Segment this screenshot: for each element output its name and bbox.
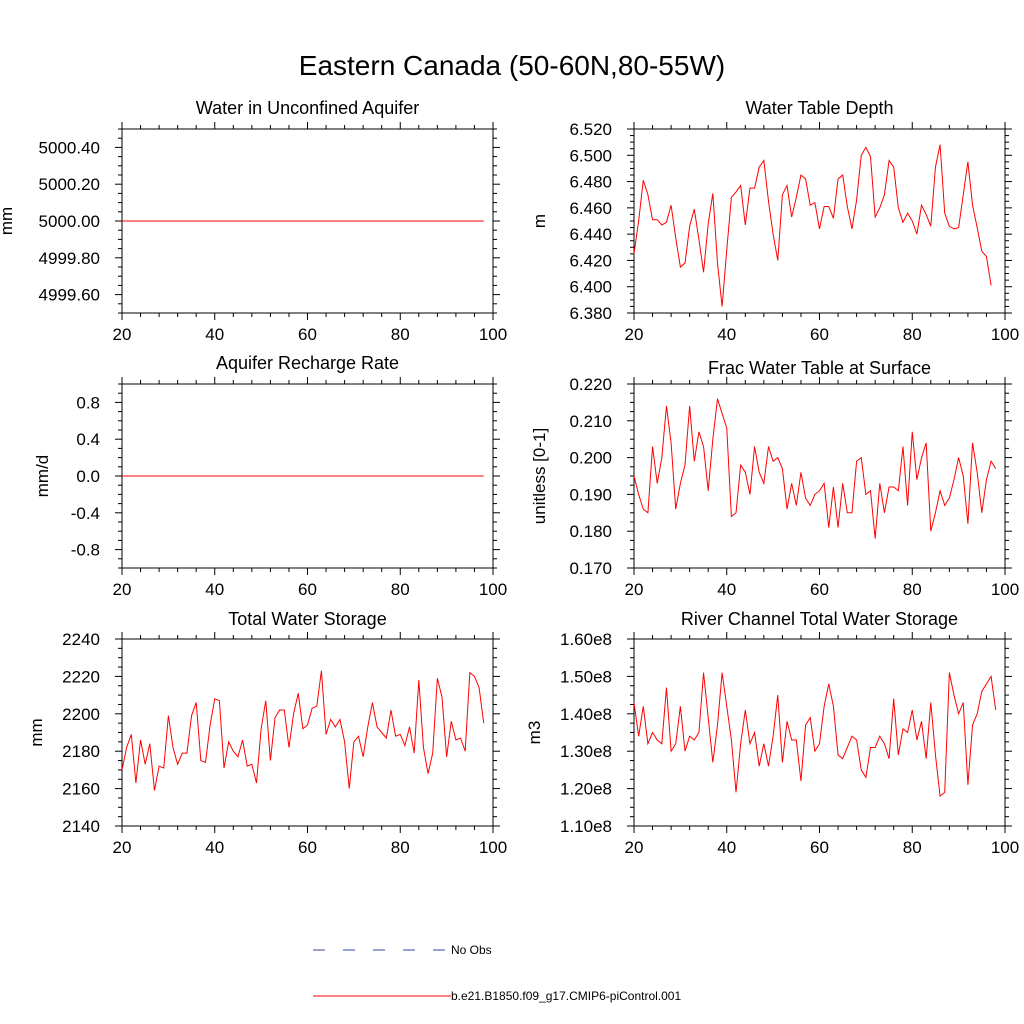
y-tick-label: 2200 (62, 705, 100, 724)
y-tick-label: 0.0 (76, 467, 100, 486)
y-tick-label: 5000.00 (39, 212, 100, 231)
y-tick-label: 0.220 (569, 375, 612, 394)
series-line (633, 398, 997, 539)
x-tick-label: 60 (810, 580, 829, 599)
plot-frame (121, 638, 494, 827)
y-tick-label: 4999.80 (39, 249, 100, 268)
x-tick-label: 20 (113, 838, 132, 857)
x-tick-label: 80 (903, 580, 922, 599)
panel-4: Total Water Storage mm 20 40 60 80 100 2140 2160… (27, 609, 507, 857)
y-tick-label: 6.460 (569, 199, 612, 218)
y-tick-label: 0.200 (569, 449, 612, 468)
y-tick-label: 0.170 (569, 559, 612, 578)
legend: No Obs b.e21.B1850.f09_g17.CMIP6-piContro… (313, 943, 681, 1003)
y-axis-label: mm (0, 207, 16, 235)
x-tick-label: 20 (625, 580, 644, 599)
y-axis-label: mm/d (33, 455, 52, 498)
y-tick-label: 1.30e8 (560, 742, 612, 761)
x-tick-label: 40 (717, 325, 736, 344)
y-axis-label: m (530, 214, 549, 228)
x-tick-label: 100 (479, 325, 507, 344)
x-tick-label: 40 (205, 838, 224, 857)
y-tick-label: -0.4 (71, 504, 100, 523)
panel-title: Water Table Depth (745, 98, 893, 118)
plot-frame (633, 128, 1006, 314)
legend-obs-label: No Obs (451, 943, 492, 957)
x-tick-label: 100 (479, 580, 507, 599)
y-tick-label: 1.40e8 (560, 705, 612, 724)
y-tick-label: 0.210 (569, 412, 612, 431)
x-tick-label: 20 (113, 325, 132, 344)
y-tick-label: 6.400 (569, 278, 612, 297)
panel-2: Aquifer Recharge Rate mm/d 20 40 60 80 100 -0.8… (33, 353, 507, 599)
y-tick-label: 6.480 (569, 173, 612, 192)
y-tick-label: 5000.20 (39, 175, 100, 194)
panel-5: River Channel Total Water Storage m3 20 40 6… (525, 609, 1019, 857)
plot-frame (633, 638, 1006, 827)
y-tick-label: 6.500 (569, 146, 612, 165)
panel-title: Water in Unconfined Aquifer (196, 98, 419, 118)
panel-title: Total Water Storage (228, 609, 386, 629)
y-tick-label: 6.420 (569, 251, 612, 270)
panel-title: Frac Water Table at Surface (708, 358, 931, 378)
y-tick-label: 4999.60 (39, 286, 100, 305)
x-tick-label: 60 (298, 325, 317, 344)
y-tick-label: 2140 (62, 817, 100, 836)
legend-model-label: b.e21.B1850.f09_g17.CMIP6-piControl.001 (451, 989, 681, 1003)
y-tick-label: 2180 (62, 742, 100, 761)
y-tick-label: 1.20e8 (560, 780, 612, 799)
x-tick-label: 80 (391, 838, 410, 857)
y-tick-label: 0.190 (569, 485, 612, 504)
y-tick-label: 5000.40 (39, 138, 100, 157)
x-tick-label: 40 (205, 580, 224, 599)
y-axis-label: m3 (525, 721, 544, 745)
x-tick-label: 40 (205, 325, 224, 344)
y-tick-label: 2220 (62, 667, 100, 686)
y-tick-label: 6.520 (569, 120, 612, 139)
x-tick-label: 80 (903, 838, 922, 857)
x-tick-label: 100 (991, 580, 1019, 599)
panel-1: Water Table Depth m 20 40 60 80 100 6.380 6.400 6… (530, 98, 1019, 344)
y-tick-label: 0.180 (569, 522, 612, 541)
panel-3: Frac Water Table at Surface unitless [0-1… (530, 358, 1019, 599)
x-tick-label: 60 (810, 325, 829, 344)
panel-0: Water in Unconfined Aquifer mm 20 40 60 80 100… (0, 98, 507, 344)
x-tick-label: 100 (991, 838, 1019, 857)
x-tick-label: 60 (298, 580, 317, 599)
y-axis-label: unitless [0-1] (530, 428, 549, 524)
y-tick-label: 0.4 (76, 430, 100, 449)
x-tick-label: 40 (717, 580, 736, 599)
y-tick-label: 6.440 (569, 225, 612, 244)
y-tick-label: 6.380 (569, 304, 612, 323)
y-axis-label: mm (27, 718, 46, 746)
x-tick-label: 60 (810, 838, 829, 857)
y-tick-label: 1.10e8 (560, 817, 612, 836)
x-tick-label: 80 (391, 580, 410, 599)
series-line (633, 672, 997, 798)
figure-title: Eastern Canada (50-60N,80-55W) (298, 50, 726, 81)
x-tick-label: 80 (391, 325, 410, 344)
series-line (633, 144, 992, 307)
x-tick-label: 20 (625, 838, 644, 857)
x-tick-label: 80 (903, 325, 922, 344)
y-tick-label: 1.60e8 (560, 630, 612, 649)
x-tick-label: 100 (479, 838, 507, 857)
panel-title: Aquifer Recharge Rate (216, 353, 399, 373)
y-tick-label: 1.50e8 (560, 667, 612, 686)
series-line (121, 670, 485, 791)
panel-title: River Channel Total Water Storage (681, 609, 958, 629)
y-tick-label: 2160 (62, 780, 100, 799)
y-tick-label: -0.8 (71, 541, 100, 560)
x-tick-label: 20 (625, 325, 644, 344)
x-tick-label: 100 (991, 325, 1019, 344)
y-tick-label: 2240 (62, 630, 100, 649)
x-tick-label: 20 (113, 580, 132, 599)
y-tick-label: 0.8 (76, 393, 100, 412)
x-tick-label: 40 (717, 838, 736, 857)
x-tick-label: 60 (298, 838, 317, 857)
